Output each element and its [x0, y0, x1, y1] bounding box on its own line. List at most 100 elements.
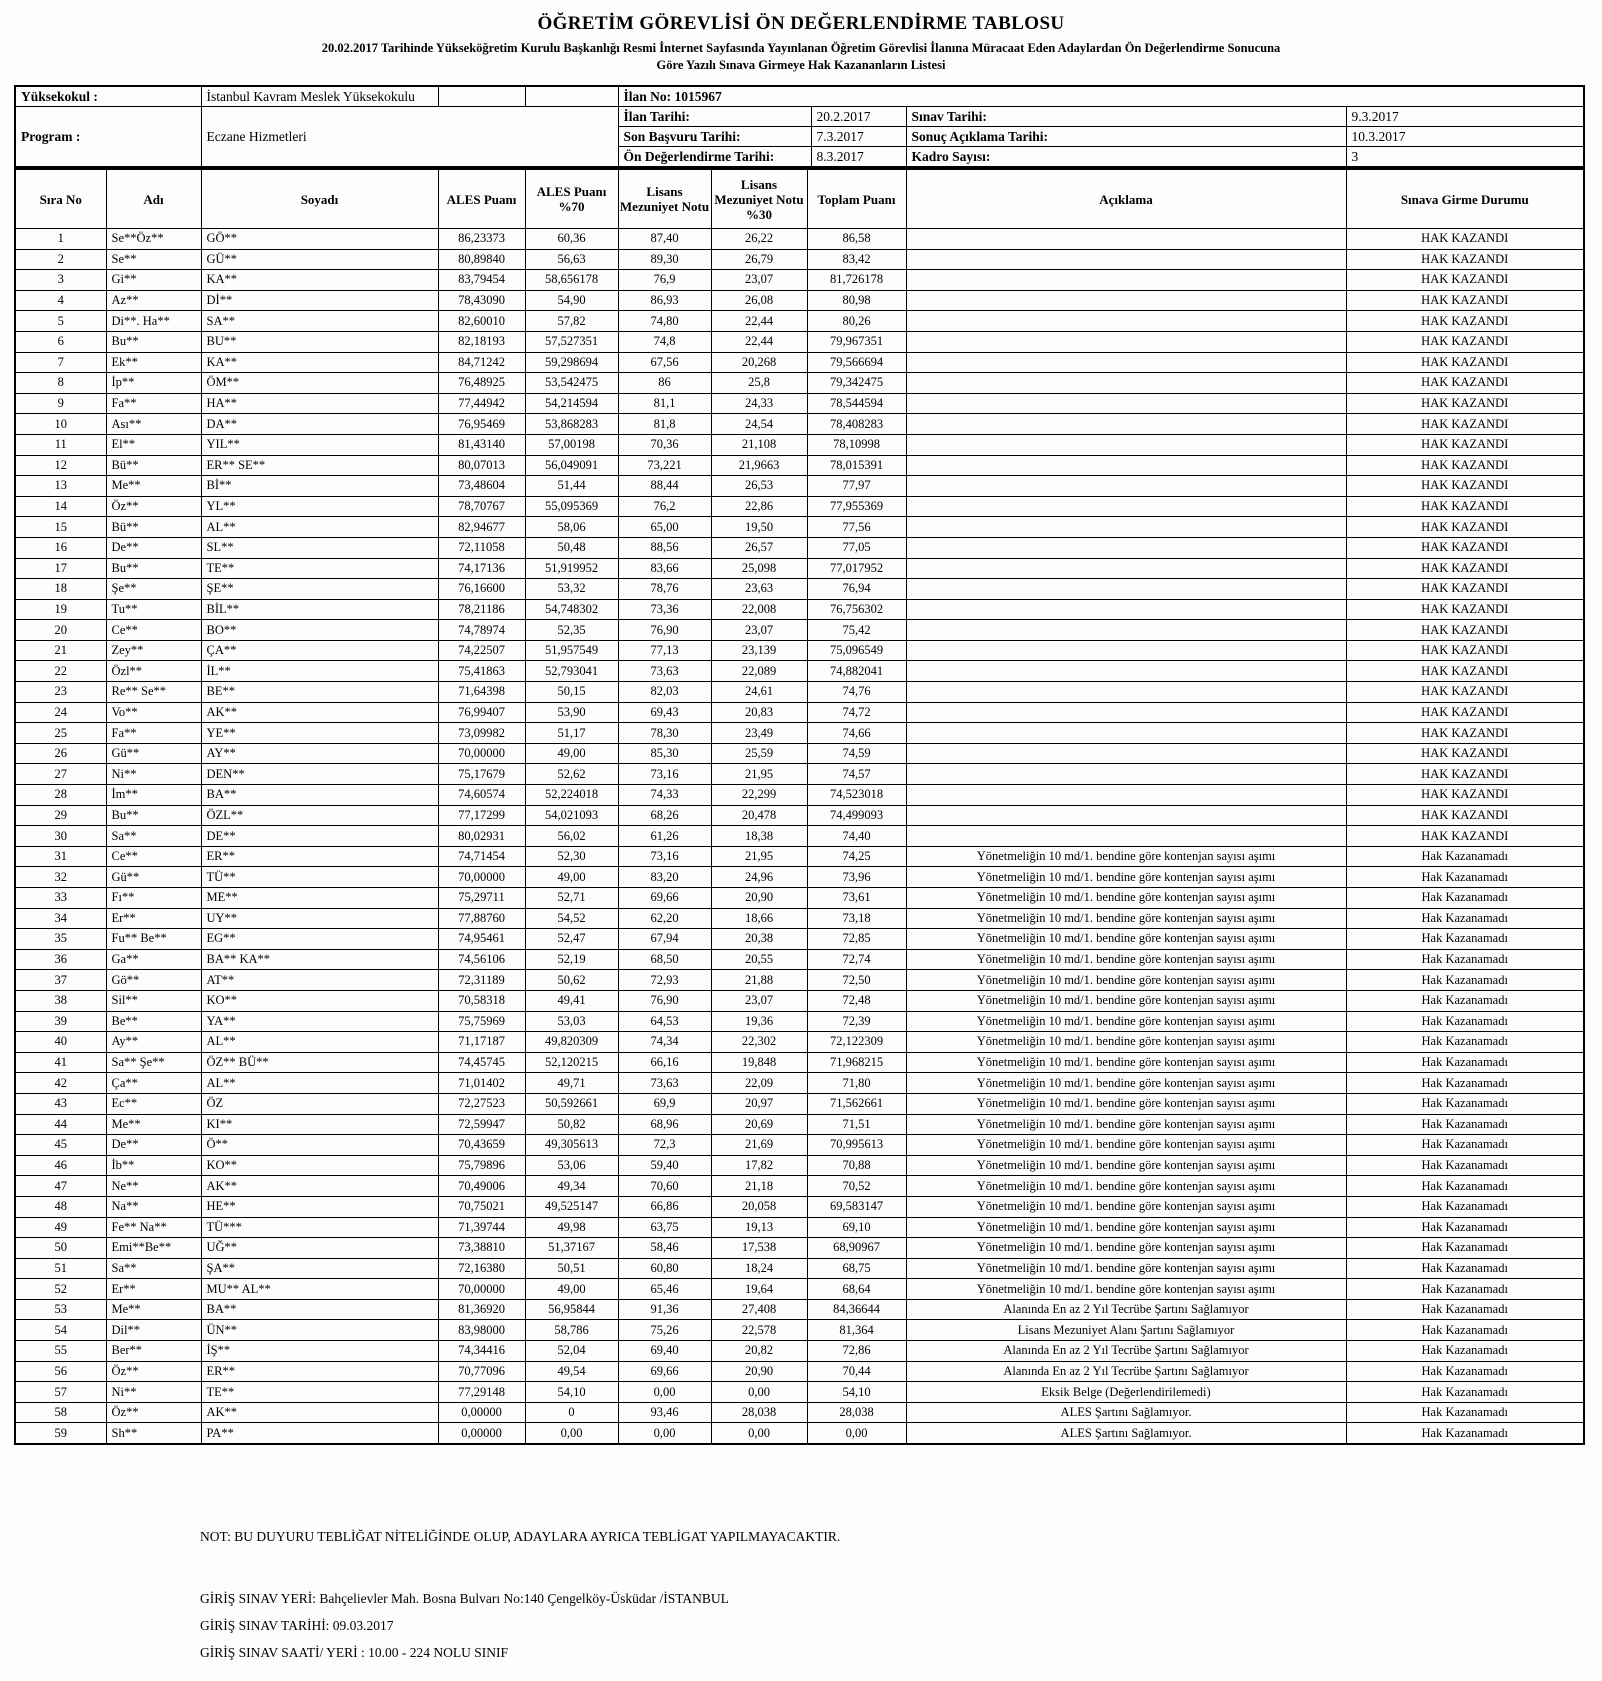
cell-sira-no: 18: [14, 578, 107, 600]
cell-adi: Gö**: [105, 969, 202, 991]
cell-sira-no: 28: [14, 784, 107, 806]
cell-soyadi: DE**: [200, 825, 439, 847]
table-row: 24 Vo** AK** 76,99407 53,90 69,43 20,83 74,72 HA…: [14, 701, 1585, 724]
cell-durum: Hak Kazanamadı: [1345, 1319, 1585, 1342]
cell-ales: 76,95469: [437, 413, 526, 435]
cell-lisans30: 22,86: [710, 495, 808, 518]
cell-adi: Bu**: [105, 330, 202, 353]
cell-lisans: 66,16: [617, 1051, 712, 1074]
cell-lisans30: 22,302: [710, 1031, 808, 1053]
cell-sira-no: 44: [14, 1113, 107, 1136]
cell-adi: Se**Öz**: [105, 228, 202, 250]
cell-ales70: 58,06: [524, 516, 619, 538]
cell-aciklama: [905, 413, 1347, 435]
cell-toplam: 74,59: [806, 742, 907, 765]
cell-durum: HAK KAZANDI: [1345, 310, 1585, 332]
empty-cell: [524, 85, 619, 107]
cell-aciklama: [905, 598, 1347, 621]
cell-adi: Sh**: [105, 1422, 202, 1445]
cell-aciklama: [905, 372, 1347, 394]
cell-toplam: 75,096549: [806, 639, 907, 662]
table-row: 26 Gü** AY** 70,00000 49,00 85,30 25,59 74,59 HA…: [14, 742, 1585, 765]
table-row: 38 Sil** KO** 70,58318 49,41 76,90 23,07 72,48 Y…: [14, 989, 1585, 1012]
cell-aciklama: [905, 269, 1347, 291]
cell-durum: Hak Kazanamadı: [1345, 1113, 1585, 1136]
cell-ales70: 0: [524, 1401, 619, 1424]
cell-durum: HAK KAZANDI: [1345, 681, 1585, 703]
cell-lisans30: 23,07: [710, 989, 808, 1012]
cell-ales: 74,60574: [437, 784, 526, 806]
cell-lisans: 74,8: [617, 330, 712, 353]
cell-lisans: 66,86: [617, 1195, 712, 1218]
cell-lisans: 68,50: [617, 948, 712, 971]
cell-toplam: 79,967351: [806, 330, 907, 353]
cell-aciklama: Yönetmeliğin 10 md/1. bendine göre konte…: [905, 1031, 1347, 1053]
cell-lisans: 72,93: [617, 969, 712, 991]
cell-lisans30: 20,38: [710, 928, 808, 950]
cell-toplam: 72,85: [806, 928, 907, 950]
cell-sira-no: 8: [14, 372, 107, 394]
cell-adi: Bü**: [105, 454, 202, 477]
cell-durum: HAK KAZANDI: [1345, 825, 1585, 847]
cell-ales: 74,17136: [437, 557, 526, 580]
table-row: 51 Sa** ŞA** 72,16380 50,51 60,80 18,24 68,75 Yö…: [14, 1257, 1585, 1280]
cell-adi: Bu**: [105, 557, 202, 580]
cell-ales: 76,99407: [437, 701, 526, 724]
cell-adi: Ay**: [105, 1031, 202, 1053]
cell-durum: Hak Kazanamadı: [1345, 948, 1585, 971]
table-row: 29 Bu** ÖZL** 77,17299 54,021093 68,26 20,478 7…: [14, 804, 1585, 827]
cell-sira-no: 48: [14, 1195, 107, 1218]
cell-ales: 0,00000: [437, 1401, 526, 1424]
cell-ales: 73,38810: [437, 1237, 526, 1259]
cell-aciklama: Yönetmeliğin 10 md/1. bendine göre konte…: [905, 989, 1347, 1012]
cell-aciklama: Lisans Mezuniyet Alanı Şartını Sağlamıyo…: [905, 1319, 1347, 1342]
program-value: Eczane Hizmetleri: [200, 106, 619, 168]
cell-sira-no: 27: [14, 763, 107, 786]
cell-lisans: 73,221: [617, 454, 712, 477]
cell-lisans30: 21,108: [710, 433, 808, 456]
cell-durum: Hak Kazanamadı: [1345, 969, 1585, 991]
cell-aciklama: [905, 701, 1347, 724]
cell-adi: İb**: [105, 1154, 202, 1177]
cell-durum: Hak Kazanamadı: [1345, 1175, 1585, 1197]
cell-lisans: 76,90: [617, 619, 712, 641]
cell-aciklama: ALES Şartını Sağlamıyor.: [905, 1401, 1347, 1424]
cell-ales: 82,60010: [437, 310, 526, 332]
cell-sira-no: 41: [14, 1051, 107, 1074]
cell-ales: 80,02931: [437, 825, 526, 847]
table-row: 52 Er** MU** AL** 70,00000 49,00 65,46 19,64 68…: [14, 1278, 1585, 1300]
cell-adi: Di**. Ha**: [105, 310, 202, 332]
cell-sira-no: 31: [14, 845, 107, 868]
cell-lisans30: 0,00: [710, 1422, 808, 1445]
cell-ales70: 52,62: [524, 763, 619, 786]
cell-aciklama: Yönetmeliğin 10 md/1. bendine göre konte…: [905, 1010, 1347, 1033]
col-header-soyadi: Soyadı: [200, 168, 439, 229]
cell-ales: 80,07013: [437, 454, 526, 477]
cell-durum: HAK KAZANDI: [1345, 557, 1585, 580]
cell-aciklama: [905, 495, 1347, 518]
cell-lisans: 77,13: [617, 639, 712, 662]
cell-lisans: 68,96: [617, 1113, 712, 1136]
table-row: 6 Bu** BU** 82,18193 57,527351 74,8 22,44 79,96…: [14, 330, 1585, 353]
cell-toplam: 76,756302: [806, 598, 907, 621]
kadro-value: 3: [1345, 146, 1585, 168]
cell-aciklama: Yönetmeliğin 10 md/1. bendine göre konte…: [905, 1051, 1347, 1074]
cell-toplam: 76,94: [806, 578, 907, 600]
cell-lisans: 69,40: [617, 1340, 712, 1362]
table-row: 47 Ne** AK** 70,49006 49,34 70,60 21,18 70,52 Yö…: [14, 1175, 1585, 1197]
cell-lisans: 69,66: [617, 887, 712, 909]
cell-toplam: 74,25: [806, 845, 907, 868]
cell-aciklama: [905, 536, 1347, 559]
table-row: 16 De** SL** 72,11058 50,48 88,56 26,57 77,05 HA…: [14, 536, 1585, 559]
cell-lisans: 70,60: [617, 1175, 712, 1197]
cell-lisans: 0,00: [617, 1422, 712, 1445]
cell-sira-no: 34: [14, 907, 107, 930]
cell-durum: HAK KAZANDI: [1345, 269, 1585, 291]
cell-ales: 77,29148: [437, 1381, 526, 1403]
cell-ales70: 58,656178: [524, 269, 619, 291]
cell-ales70: 51,37167: [524, 1237, 619, 1259]
table-row: 20 Ce** BO** 74,78974 52,35 76,90 23,07 75,42 HA…: [14, 619, 1585, 641]
cell-lisans30: 23,139: [710, 639, 808, 662]
cell-soyadi: AK**: [200, 1401, 439, 1424]
cell-lisans: 73,63: [617, 1072, 712, 1094]
